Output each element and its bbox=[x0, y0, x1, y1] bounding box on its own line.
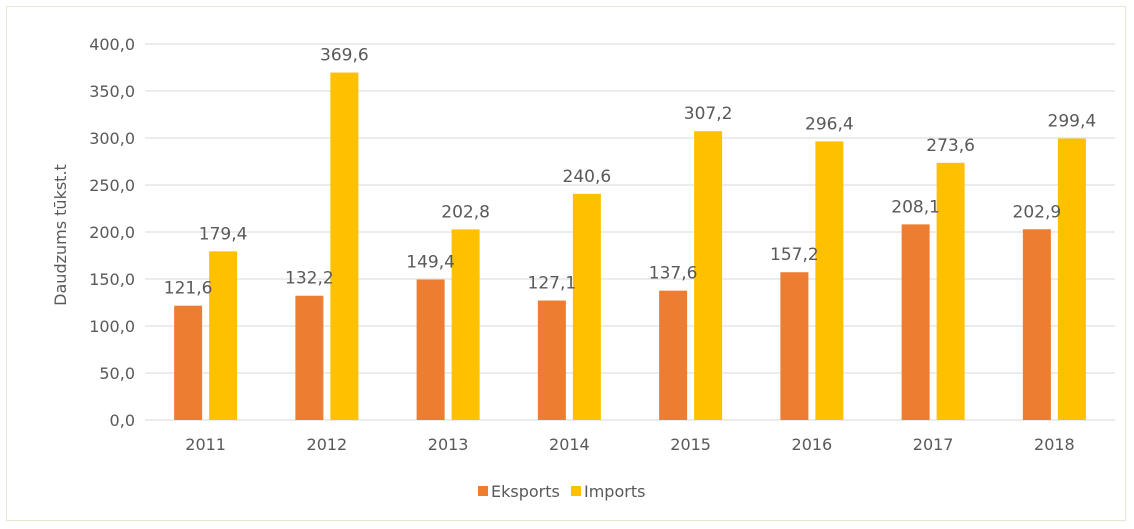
y-axis-title: Daudzums tūkst.t bbox=[51, 164, 70, 306]
data-label-eksports-2016: 157,2 bbox=[770, 245, 819, 265]
x-tick-label: 2012 bbox=[307, 435, 348, 454]
bar-eksports-2018 bbox=[1022, 229, 1051, 420]
legend-label-eksports: Eksports bbox=[491, 482, 560, 501]
y-tick-label: 50,0 bbox=[99, 364, 135, 383]
data-label-imports-2018: 299,4 bbox=[1048, 112, 1097, 132]
data-label-imports-2017: 273,6 bbox=[926, 136, 975, 156]
x-tick-label: 2011 bbox=[185, 435, 226, 454]
data-label-eksports-2011: 121,6 bbox=[164, 279, 213, 299]
data-label-eksports-2014: 127,1 bbox=[528, 274, 577, 294]
x-tick-labels: 2011 2012 2013 2014 2015 2016 2017 2018 bbox=[185, 435, 1074, 454]
bar-imports-2016 bbox=[815, 141, 844, 420]
bar-eksports-2013 bbox=[416, 279, 445, 420]
bar-imports-2013 bbox=[451, 229, 480, 420]
data-label-eksports-2015: 137,6 bbox=[649, 264, 698, 284]
data-label-imports-2014: 240,6 bbox=[563, 167, 612, 187]
data-label-imports-2016: 296,4 bbox=[805, 114, 854, 134]
bar-imports-2015 bbox=[694, 131, 723, 420]
legend: Eksports Imports bbox=[478, 482, 645, 501]
data-label-imports-2015: 307,2 bbox=[684, 104, 733, 124]
bar-eksports-2014 bbox=[537, 300, 566, 420]
bar-eksports-2016 bbox=[780, 272, 809, 420]
data-labels: 121,6 179,4 132,2 369,6 149,4 202,8 127,1 240,6… bbox=[164, 46, 1096, 299]
y-tick-label: 400,0 bbox=[89, 35, 135, 54]
bar-imports-2018 bbox=[1057, 138, 1086, 420]
data-label-eksports-2017: 208,1 bbox=[891, 197, 940, 217]
legend-swatch-imports bbox=[571, 486, 581, 496]
x-tick-label: 2017 bbox=[913, 435, 954, 454]
y-tick-label: 300,0 bbox=[89, 129, 135, 148]
bar-eksports-2011 bbox=[174, 305, 203, 420]
bars bbox=[174, 72, 1086, 421]
legend-label-imports: Imports bbox=[584, 482, 645, 501]
x-tick-label: 2014 bbox=[549, 435, 590, 454]
data-label-imports-2012: 369,6 bbox=[320, 46, 369, 66]
bar-imports-2017 bbox=[936, 162, 965, 421]
bar-eksports-2017 bbox=[901, 224, 930, 420]
y-tick-label: 250,0 bbox=[89, 176, 135, 195]
y-tick-labels: 0,0 50,0 100,0 150,0 200,0 250,0 300,0 350,0 400… bbox=[89, 35, 135, 430]
bar-imports-2011 bbox=[209, 251, 238, 420]
y-tick-label: 100,0 bbox=[89, 317, 135, 336]
data-label-eksports-2018: 202,9 bbox=[1013, 202, 1062, 222]
data-label-eksports-2013: 149,4 bbox=[406, 253, 455, 273]
data-label-imports-2011: 179,4 bbox=[199, 224, 248, 244]
x-tick-label: 2018 bbox=[1034, 435, 1075, 454]
y-tick-label: 0,0 bbox=[110, 411, 135, 430]
x-tick-label: 2016 bbox=[792, 435, 833, 454]
bar-eksports-2012 bbox=[295, 295, 324, 420]
y-tick-label: 200,0 bbox=[89, 223, 135, 242]
y-tick-label: 150,0 bbox=[89, 270, 135, 289]
bar-imports-2012 bbox=[330, 72, 359, 421]
bar-eksports-2015 bbox=[659, 290, 688, 420]
gridlines bbox=[145, 43, 1115, 421]
data-label-eksports-2012: 132,2 bbox=[285, 269, 334, 289]
bar-imports-2014 bbox=[572, 193, 601, 420]
legend-swatch-eksports bbox=[478, 486, 488, 496]
data-label-imports-2013: 202,8 bbox=[441, 202, 490, 222]
x-tick-label: 2013 bbox=[428, 435, 469, 454]
y-tick-label: 350,0 bbox=[89, 82, 135, 101]
x-tick-label: 2015 bbox=[670, 435, 711, 454]
